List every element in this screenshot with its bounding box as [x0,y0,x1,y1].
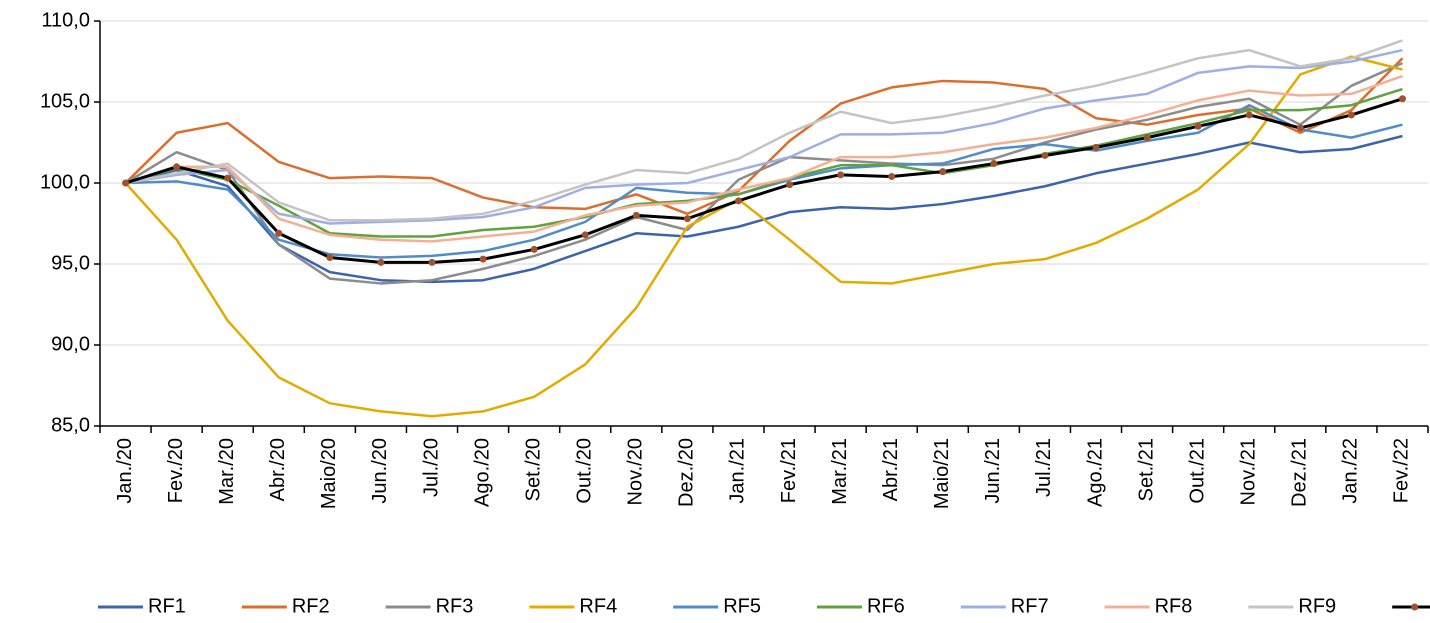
series-marker [173,163,181,171]
x-tick-label: Maio/21 [931,438,953,509]
x-tick-label: Jun./20 [369,438,391,504]
series-marker [122,179,130,187]
series-marker [939,168,947,176]
y-tick-label: 95,0 [51,252,90,274]
series-marker [428,258,436,266]
x-tick-label: Ago./21 [1084,438,1106,507]
series-marker [786,181,794,189]
series-marker [1245,111,1253,119]
legend-label: RF8 [1155,595,1193,617]
x-tick-label: Jul./20 [420,438,442,497]
series-marker [734,197,742,205]
y-tick-label: 110,0 [41,9,90,31]
x-tick-label: Nov./21 [1238,438,1260,505]
x-tick-label: Out./21 [1186,438,1208,504]
x-tick-label: Nov./20 [625,438,647,505]
series-marker [377,258,385,266]
series-marker [632,211,640,219]
x-tick-label: Abr./21 [880,438,902,501]
series-marker [479,255,487,263]
series-line [125,87,1403,238]
legend-label: RF4 [579,595,617,617]
series-marker [990,160,998,168]
legend-label: RF9 [1298,595,1336,617]
series-marker [530,245,538,253]
x-tick-label: Set./20 [522,438,544,501]
series-marker [224,174,232,182]
legend-label: RF3 [436,595,474,617]
x-tick-label: Fev./20 [165,438,187,503]
y-tick-label: 105,0 [40,90,90,112]
x-tick-label: Out./20 [574,438,596,504]
x-tick-label: Set./21 [1135,438,1157,501]
legend-label: RF6 [867,595,905,617]
series-marker [888,173,896,181]
x-tick-label: Ago./20 [471,438,493,507]
x-tick-label: Dez./20 [676,438,698,507]
series-marker [326,254,334,262]
series-marker [1143,134,1151,142]
y-tick-label: 90,0 [51,333,90,355]
series-line [124,55,1403,418]
legend-marker [1411,603,1419,611]
x-tick-label: Jan./21 [727,438,749,504]
series-marker [1398,95,1406,103]
series-line [124,57,1404,216]
y-tick-label: 85,0 [51,414,90,436]
series-line [125,48,1403,225]
x-tick-label: Jan./20 [114,438,136,504]
x-tick-label: Mar./20 [216,438,238,505]
series-marker [1194,122,1202,130]
x-tick-label: Fev./22 [1391,438,1413,503]
x-tick-label: Jul./21 [1033,438,1055,497]
x-tick-label: Fev./21 [778,438,800,503]
series-line [125,39,1403,222]
series-marker [275,229,283,237]
series-line [125,74,1403,243]
series-marker [581,231,589,239]
series-marker [1092,143,1100,151]
series-marker [1041,151,1049,159]
series-line [125,97,1403,264]
x-tick-label: Mar./21 [829,438,851,505]
x-tick-label: Dez./21 [1289,438,1311,507]
legend-label: RF2 [292,595,330,617]
series-line [124,61,1403,285]
legend-label: RF5 [723,595,761,617]
x-tick-label: Maio/20 [318,438,340,509]
series-marker [837,171,845,179]
x-tick-label: Jun./21 [982,438,1004,504]
series-marker [683,215,691,223]
series-line [125,103,1403,259]
series-line [125,134,1403,284]
legend-label: RF7 [1011,595,1049,617]
series-marker [1296,124,1304,132]
legend-label: RF1 [148,595,186,617]
x-tick-label: Jan./22 [1340,438,1362,504]
x-tick-label: Abr./20 [267,438,289,501]
series-marker [1347,111,1355,119]
y-tick-label: 100,0 [40,171,90,193]
